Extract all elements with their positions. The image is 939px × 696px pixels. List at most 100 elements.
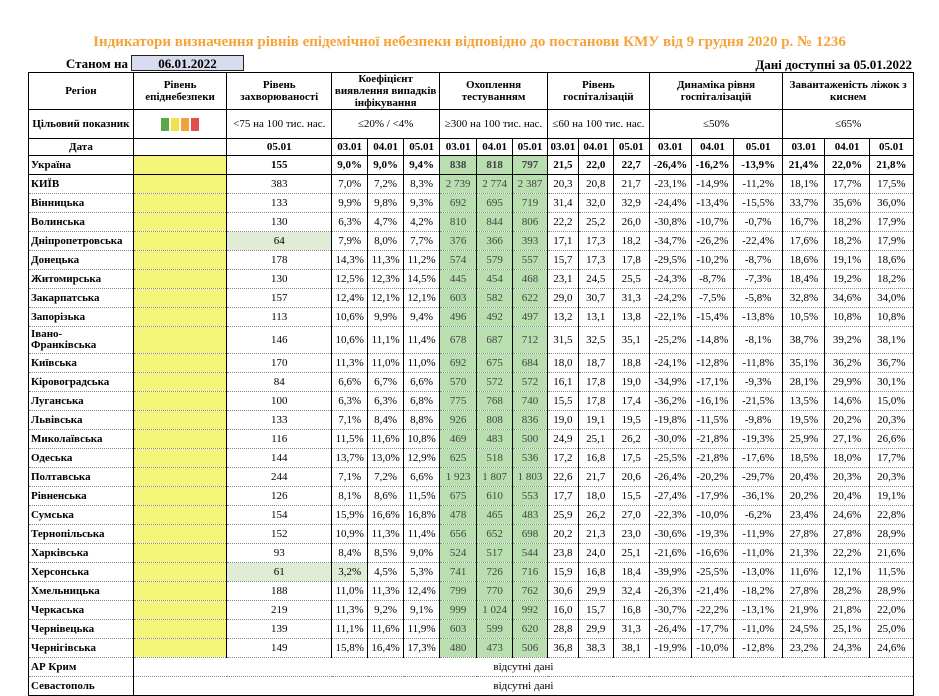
test-value: 570 [439, 372, 478, 392]
dyn-value: -17,6% [732, 448, 784, 468]
coef-value: 9,9% [331, 193, 369, 213]
target-label: Цільовий показник [28, 109, 134, 139]
beds-value: 28,2% [824, 581, 870, 601]
dyn-value: -16,6% [690, 543, 735, 563]
coef-value: 11,3% [367, 524, 405, 544]
test-value: 692 [439, 193, 478, 213]
incidence-value: 149 [226, 638, 333, 658]
region-name: Закарпатська [28, 288, 134, 308]
dyn-value: -21,4% [690, 581, 735, 601]
dyn-value: -34,7% [648, 231, 692, 251]
region-name-line-2: Франківська [31, 339, 97, 351]
beds-value: 13,5% [782, 391, 826, 411]
dyn-value: -10,7% [690, 212, 735, 232]
table-row: Сумська 154 15,9% 16,6% 16,8% 478 465 483 25,9 26… [28, 505, 915, 525]
legend-green-swatch [161, 117, 170, 131]
hosp-value: 18,0 [547, 353, 579, 373]
beds-value: 20,3% [868, 467, 915, 487]
coef-value: 13,7% [331, 448, 369, 468]
coef-value: 9,4% [403, 155, 441, 175]
dyn-value: -17,7% [690, 619, 735, 639]
hosp-value: 22,7 [612, 155, 650, 175]
beds-value: 21,3% [782, 543, 826, 563]
date-beds-2: 04.01 [824, 138, 870, 156]
coef-value: 10,6% [331, 326, 369, 354]
beds-value: 18,6% [782, 250, 826, 270]
region-name: Хмельницька [28, 581, 134, 601]
hosp-value: 17,7 [547, 486, 579, 506]
beds-value: 30,1% [868, 372, 915, 392]
table-row: Чернівецька 139 11,1% 11,6% 11,9% 603 599 620 28… [28, 619, 915, 639]
dyn-value: -24,3% [648, 269, 692, 289]
coef-value: 11,6% [367, 429, 405, 449]
hosp-value: 23,0 [612, 524, 650, 544]
hosp-value: 31,3 [612, 288, 650, 308]
test-value: 557 [512, 250, 548, 270]
dyn-value: -22,1% [648, 307, 692, 327]
coef-value: 10,9% [331, 524, 369, 544]
hosp-value: 36,8 [547, 638, 579, 658]
beds-value: 19,5% [782, 410, 826, 430]
header-dyn: Динаміка рівня госпіталізацій [648, 72, 784, 110]
beds-value: 36,7% [868, 353, 915, 373]
hosp-value: 25,5 [612, 269, 650, 289]
beds-value: 24,6% [868, 638, 915, 658]
beds-value: 35,6% [824, 193, 870, 213]
beds-value: 25,0% [868, 619, 915, 639]
epi-level-cell [132, 250, 228, 270]
incidence-value: 219 [226, 600, 333, 620]
coef-value: 6,3% [367, 391, 405, 411]
hosp-value: 25,1 [577, 429, 614, 449]
dyn-value: -39,9% [648, 562, 692, 582]
coef-value: 11,5% [331, 429, 369, 449]
dyn-value: -24,2% [648, 288, 692, 308]
hosp-value: 31,4 [547, 193, 579, 213]
date-test-3: 05.01 [512, 138, 548, 156]
coef-value: 6,8% [403, 391, 441, 411]
test-value: 518 [476, 448, 514, 468]
dyn-value: -10,2% [690, 250, 735, 270]
table-row: Івано- Франківська 146 10,6% 11,1% 11,4% 678 68… [28, 326, 915, 354]
beds-value: 27,8% [782, 581, 826, 601]
beds-value: 21,9% [782, 600, 826, 620]
beds-value: 23,4% [782, 505, 826, 525]
hosp-value: 16,8 [612, 600, 650, 620]
coef-value: 6,6% [403, 467, 441, 487]
epi-level-cell [132, 193, 228, 213]
region-name: Луганська [28, 391, 134, 411]
epi-level-cell [132, 543, 228, 563]
beds-value: 17,9% [868, 231, 915, 251]
beds-value: 22,0% [868, 600, 915, 620]
beds-value: 28,9% [868, 581, 915, 601]
dyn-value: -11,5% [690, 410, 735, 430]
hosp-value: 35,1 [612, 326, 650, 354]
date-coef-2: 04.01 [367, 138, 405, 156]
hosp-value: 25,2 [577, 212, 614, 232]
hosp-value: 16,0 [547, 600, 579, 620]
hosp-value: 30,6 [547, 581, 579, 601]
beds-value: 18,2% [868, 269, 915, 289]
hosp-value: 13,2 [547, 307, 579, 327]
dyn-value: -25,2% [648, 326, 692, 354]
coef-value: 11,4% [403, 326, 441, 354]
dyn-value: -13,1% [732, 600, 784, 620]
incidence-value: 130 [226, 212, 333, 232]
test-value: 582 [476, 288, 514, 308]
beds-value: 24,5% [782, 619, 826, 639]
dyn-value: -7,5% [690, 288, 735, 308]
region-name: Житомирська [28, 269, 134, 289]
dyn-value: -8,7% [690, 269, 735, 289]
hosp-value: 31,3 [612, 619, 650, 639]
dyn-value: -0,7% [732, 212, 784, 232]
epi-level-cell [132, 429, 228, 449]
test-value: 536 [512, 448, 548, 468]
beds-value: 11,6% [782, 562, 826, 582]
region-name: Чернігівська [28, 638, 134, 658]
test-value: 716 [512, 562, 548, 582]
hosp-value: 21,5 [547, 155, 579, 175]
test-value: 836 [512, 410, 548, 430]
dyn-value: -22,2% [690, 600, 735, 620]
coef-value: 11,6% [367, 619, 405, 639]
hosp-value: 24,5 [577, 269, 614, 289]
hosp-value: 32,5 [577, 326, 614, 354]
